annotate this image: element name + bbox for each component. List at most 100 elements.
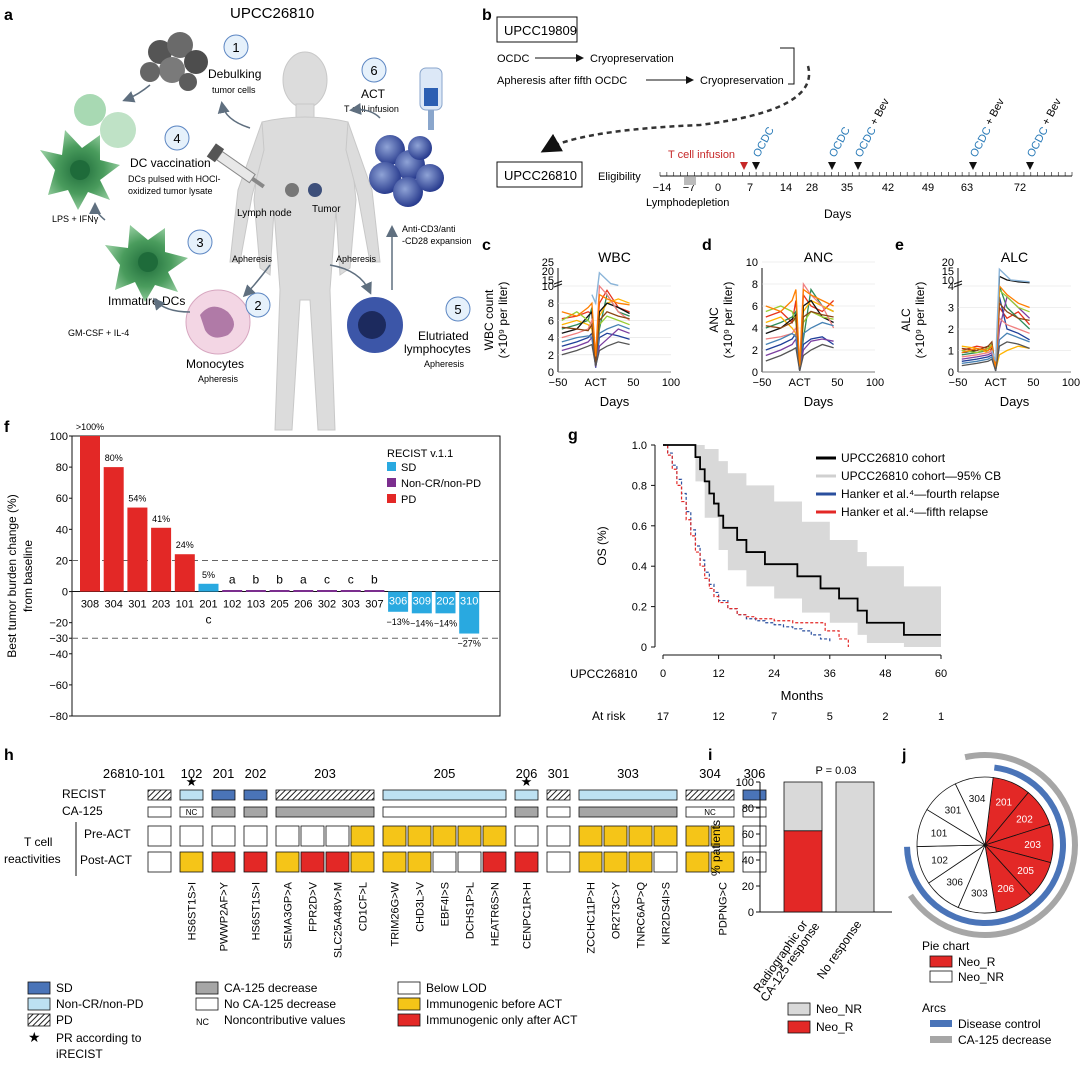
pre-act-cell: [578, 825, 603, 847]
apheresis-right-label: Apheresis: [336, 254, 377, 264]
step-5-bubble: 5: [445, 296, 471, 322]
legend-label: Neo_NR: [958, 970, 1004, 984]
panel-letter-a: a: [4, 7, 13, 24]
y-tick-label: 0: [548, 367, 554, 379]
recist-cell: [578, 789, 678, 801]
pie-slice-label: 202: [1016, 814, 1033, 825]
legend-label: Non-CR/non-PD: [401, 478, 481, 490]
lps-label: LPS + IFNγ: [52, 214, 99, 224]
patient-id: 303: [617, 766, 639, 781]
pre-act-cell: [457, 825, 482, 847]
bar: [459, 591, 480, 634]
plot-frame: [71, 435, 501, 717]
post-act-cell: [275, 851, 300, 873]
legend-arc-title: Arcs: [922, 1001, 946, 1015]
timeline-tick-label: 63: [961, 182, 973, 194]
series-line: [561, 341, 630, 367]
legend-label: Hanker et al.⁴—fifth relapse: [841, 505, 989, 519]
stacked-bar-segment: [783, 781, 823, 832]
bar: [293, 590, 314, 592]
step-1-sub: tumor cells: [212, 85, 256, 95]
patient-id: 203: [314, 766, 336, 781]
x-tick-label: 12: [712, 668, 724, 680]
gene-label: EBF4I>S: [440, 882, 452, 926]
legend-label: Immunogenic before ACT: [426, 997, 563, 1011]
apheresis-row-label: Apheresis after fifth OCDC: [497, 75, 627, 87]
ca125-cell: [578, 806, 678, 818]
stacked-bar-segment: [835, 781, 875, 913]
risk-count: 7: [771, 711, 777, 723]
stacked-bar-segment: [783, 830, 823, 913]
y-tick-label: 6: [548, 315, 554, 327]
legend-swatch: [195, 997, 219, 1011]
pie-slice-label: 205: [1017, 866, 1034, 877]
ca125-cell: [243, 806, 268, 818]
peak-series-line: [991, 267, 1030, 362]
ocdc-marker: [854, 162, 862, 170]
risk-title: At risk: [592, 709, 626, 723]
gene-label: KIR2DS4I>S: [661, 882, 673, 945]
km-curve: [663, 444, 941, 636]
recist-cell: [685, 789, 735, 801]
syringe-icon: [206, 143, 265, 189]
post-act-cell: [350, 851, 375, 873]
step-4-sub: DCs pulsed with HOCl-: [128, 174, 221, 184]
series-line: [765, 288, 834, 368]
y-axis-label: ALC: [899, 308, 913, 332]
bar-value-label: −13%: [386, 617, 409, 627]
peak-series-line: [591, 271, 619, 306]
post-act-cell: [432, 851, 457, 873]
eligibility-label: Eligibility: [598, 171, 641, 183]
y-tick-label: 4: [548, 333, 554, 345]
gene-label: FPR2D>V: [308, 881, 320, 931]
post-act-cell: [325, 851, 350, 873]
t-cell-infusion-label: T cell infusion: [668, 149, 735, 161]
legend-swatch: [930, 1036, 952, 1043]
legend-label: SD: [56, 981, 73, 995]
lymphodepletion-bar: [684, 177, 696, 185]
legend-label: Non-CR/non-PD: [56, 997, 144, 1011]
bar: [103, 467, 124, 592]
pre-act-cell: [603, 825, 628, 847]
pie-slice-label: 206: [997, 884, 1014, 895]
pre-act-cell: [685, 825, 710, 847]
nc-label: NC: [704, 808, 716, 817]
bar-value-label: −14%: [410, 618, 433, 628]
recist-cell: [514, 789, 539, 801]
trial-upcc26810: UPCC26810: [504, 168, 577, 183]
y-tick-label: 15: [542, 275, 554, 287]
dendritic-cells-icon: [40, 94, 136, 210]
legend-label: CA-125 decrease: [224, 981, 318, 995]
y-tick-label: 15: [942, 266, 954, 278]
ocdc-label: OCDC: [1025, 125, 1051, 159]
legend-swatch: [929, 955, 953, 968]
svg-text:5: 5: [454, 302, 461, 317]
pre-act-cell: [628, 825, 653, 847]
y-tick-label: 2: [948, 324, 954, 336]
pre-act-cell: [546, 825, 571, 847]
confidence-band: [663, 445, 941, 647]
pre-act-cell: [147, 825, 172, 847]
ocdc-row-label: OCDC: [497, 53, 529, 65]
recist-cell: [382, 789, 507, 801]
ca125-cell: [685, 806, 735, 818]
legend-swatch: [27, 1013, 51, 1027]
recist-cell: [147, 789, 172, 801]
risk-count: 1: [938, 711, 944, 723]
y-tick-label: 20: [942, 257, 954, 269]
bar: [222, 590, 243, 592]
pre-act-cell: [653, 825, 678, 847]
step-2-bubble: 2: [245, 292, 271, 318]
pr-star-icon: ★: [521, 774, 533, 789]
legend-label: PD: [401, 494, 416, 506]
bar-letter-label: b: [253, 573, 260, 587]
gene-label: SEMA3GP>A: [283, 881, 295, 949]
ca125-cell: [514, 806, 539, 818]
panel-a-schematic: a UPCC26810 Lymph node Tumor: [4, 5, 472, 431]
legend-swatch: [929, 970, 953, 983]
y-tick-label: 80: [56, 462, 68, 474]
post-act-cell: [578, 851, 603, 873]
